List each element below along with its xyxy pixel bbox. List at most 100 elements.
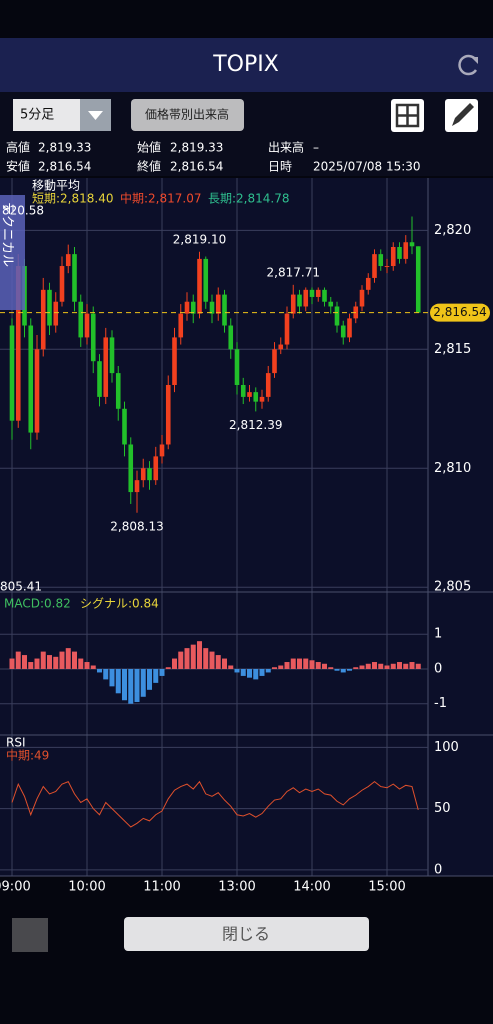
macd-bar (103, 668, 109, 680)
last-price-label: 2,816.54 (433, 305, 486, 319)
info-value: – (313, 141, 319, 155)
candle-body (334, 306, 340, 326)
macd-bar (28, 662, 34, 669)
candle-body (390, 247, 396, 267)
candle-body (197, 258, 202, 314)
macd-bar (334, 668, 340, 671)
y-tick-label: 2,815 (434, 342, 471, 357)
candle-body (315, 289, 321, 297)
macd-bar (128, 668, 134, 704)
macd-bar (353, 667, 359, 669)
macd-bar (209, 651, 215, 669)
candle-body (253, 392, 259, 402)
macd-bar (278, 665, 284, 669)
layout-button[interactable] (391, 99, 424, 132)
refresh-arrow (471, 57, 478, 64)
tab-label: テクニカル (0, 202, 15, 267)
candle-body (303, 289, 309, 307)
macd-bar (328, 667, 334, 669)
info-value: 2,816.54 (38, 160, 91, 174)
macd-bar (40, 651, 46, 669)
rsi-line (11, 780, 419, 828)
candle-body (397, 247, 402, 259)
info-value: 2,816.54 (170, 160, 223, 174)
macd-bar (47, 655, 52, 669)
candle-body (372, 254, 377, 278)
candle-body (72, 254, 77, 302)
candle-body (59, 266, 65, 302)
back-icon[interactable] (12, 918, 48, 952)
candle-body (234, 349, 240, 385)
price-annotation: 2,812.39 (229, 418, 282, 432)
candle-body (134, 480, 140, 493)
side-tab[interactable]: テクニカル (0, 195, 25, 310)
draw-button[interactable] (445, 99, 478, 132)
macd-bar (15, 651, 21, 669)
macd-bar (297, 658, 302, 669)
macd-bar (115, 668, 121, 694)
macd-bar (365, 663, 371, 669)
signal-label: シグナル:0.84 (80, 597, 159, 611)
tab-bg (0, 195, 25, 310)
candle-body (322, 289, 327, 302)
button-label: 価格帯別出来高 (145, 107, 229, 122)
candle-body (284, 313, 290, 345)
candle-body (172, 337, 177, 385)
y-tick-label: 0 (434, 661, 442, 676)
macd-bar (315, 662, 321, 669)
candle-body (15, 266, 21, 421)
candle-body (28, 325, 34, 433)
x-tick-label: 15:00 (368, 880, 405, 895)
pencil-icon (452, 103, 474, 126)
volume-button[interactable]: 価格帯別出来高 (131, 99, 244, 131)
candle-body (290, 294, 296, 314)
macd-bar (140, 668, 146, 697)
candle-body (140, 468, 146, 481)
macd-bar (84, 662, 90, 669)
macd-bar (153, 668, 159, 683)
interval-label: 5分足 (20, 108, 54, 123)
candle-body (128, 444, 134, 493)
close-button[interactable]: 閉じる (124, 917, 369, 951)
macd-bar (340, 668, 346, 673)
refresh-button[interactable] (458, 54, 478, 76)
candle-body (328, 301, 334, 307)
y-tick-label: 2,805 (434, 580, 471, 595)
macd-bar (22, 655, 27, 669)
macd-bar (409, 662, 415, 669)
macd-bar (90, 665, 96, 669)
y-tick-label: 2,810 (434, 461, 471, 476)
macd-bar (228, 665, 234, 669)
icon-bg (12, 918, 48, 952)
interval-dropdown[interactable]: 5分足 (13, 99, 111, 131)
y-tick-label: 2,820 (434, 223, 471, 238)
macd-bar (159, 668, 165, 676)
candle-body (34, 349, 40, 433)
macd-bar (122, 668, 127, 701)
candle-body (340, 325, 346, 338)
candle-body (84, 313, 90, 338)
macd-bar (178, 651, 184, 669)
candle-body (97, 361, 102, 397)
macd-bar (347, 668, 352, 671)
candle-body (153, 456, 159, 481)
candle-body (40, 289, 46, 350)
candle-body (109, 337, 115, 374)
macd-bar (59, 651, 65, 669)
y-tick-label: 50 (434, 801, 451, 816)
page-title: TOPIX (212, 52, 279, 77)
macd-bar (272, 667, 277, 669)
ma-title: 移動平均 (32, 179, 80, 193)
button-label: 閉じる (222, 925, 270, 944)
info-value: 2,819.33 (170, 141, 223, 155)
y-tick-label: -1 (434, 696, 447, 711)
y-tick-label: 0 (434, 862, 442, 877)
macd-bar (53, 656, 59, 669)
chart-bg (0, 178, 493, 876)
macd-bar (147, 668, 152, 690)
macd-bar (97, 668, 102, 673)
macd-bar (265, 668, 271, 673)
info-label: 高値 (6, 140, 30, 155)
candle-body (228, 325, 234, 350)
